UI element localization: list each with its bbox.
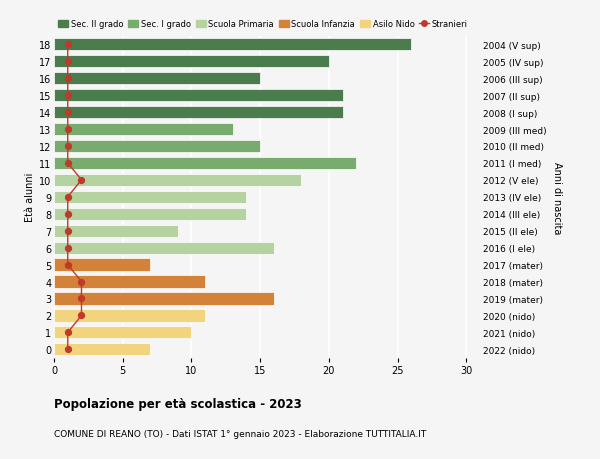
Bar bbox=[54, 242, 274, 254]
Text: Popolazione per età scolastica - 2023: Popolazione per età scolastica - 2023 bbox=[54, 397, 302, 410]
Point bbox=[63, 109, 73, 117]
Bar bbox=[54, 208, 247, 220]
Point bbox=[63, 245, 73, 252]
Text: COMUNE DI REANO (TO) - Dati ISTAT 1° gennaio 2023 - Elaborazione TUTTITALIA.IT: COMUNE DI REANO (TO) - Dati ISTAT 1° gen… bbox=[54, 429, 426, 438]
Bar bbox=[54, 326, 191, 339]
Y-axis label: Anni di nascita: Anni di nascita bbox=[552, 161, 562, 234]
Point bbox=[77, 177, 86, 184]
Point bbox=[63, 75, 73, 83]
Point bbox=[63, 41, 73, 49]
Point bbox=[63, 92, 73, 100]
Point bbox=[63, 329, 73, 336]
Point bbox=[63, 228, 73, 235]
Bar bbox=[54, 276, 205, 288]
Point bbox=[63, 126, 73, 134]
Point bbox=[63, 160, 73, 167]
Bar bbox=[54, 90, 343, 102]
Bar bbox=[54, 157, 356, 170]
Bar bbox=[54, 343, 150, 356]
Point bbox=[77, 295, 86, 302]
Bar bbox=[54, 225, 178, 237]
Bar bbox=[54, 123, 233, 136]
Bar bbox=[54, 140, 260, 153]
Bar bbox=[54, 107, 343, 119]
Y-axis label: Età alunni: Età alunni bbox=[25, 173, 35, 222]
Bar bbox=[54, 310, 205, 322]
Bar bbox=[54, 39, 411, 51]
Bar bbox=[54, 293, 274, 305]
Bar bbox=[54, 191, 247, 203]
Point bbox=[77, 278, 86, 285]
Bar bbox=[54, 259, 150, 271]
Point bbox=[63, 261, 73, 269]
Bar bbox=[54, 73, 260, 85]
Point bbox=[63, 346, 73, 353]
Bar bbox=[54, 174, 301, 186]
Point bbox=[63, 58, 73, 66]
Point bbox=[63, 194, 73, 201]
Point bbox=[77, 312, 86, 319]
Point bbox=[63, 211, 73, 218]
Bar bbox=[54, 56, 329, 68]
Point bbox=[63, 143, 73, 150]
Legend: Sec. II grado, Sec. I grado, Scuola Primaria, Scuola Infanzia, Asilo Nido, Stran: Sec. II grado, Sec. I grado, Scuola Prim… bbox=[58, 20, 468, 29]
